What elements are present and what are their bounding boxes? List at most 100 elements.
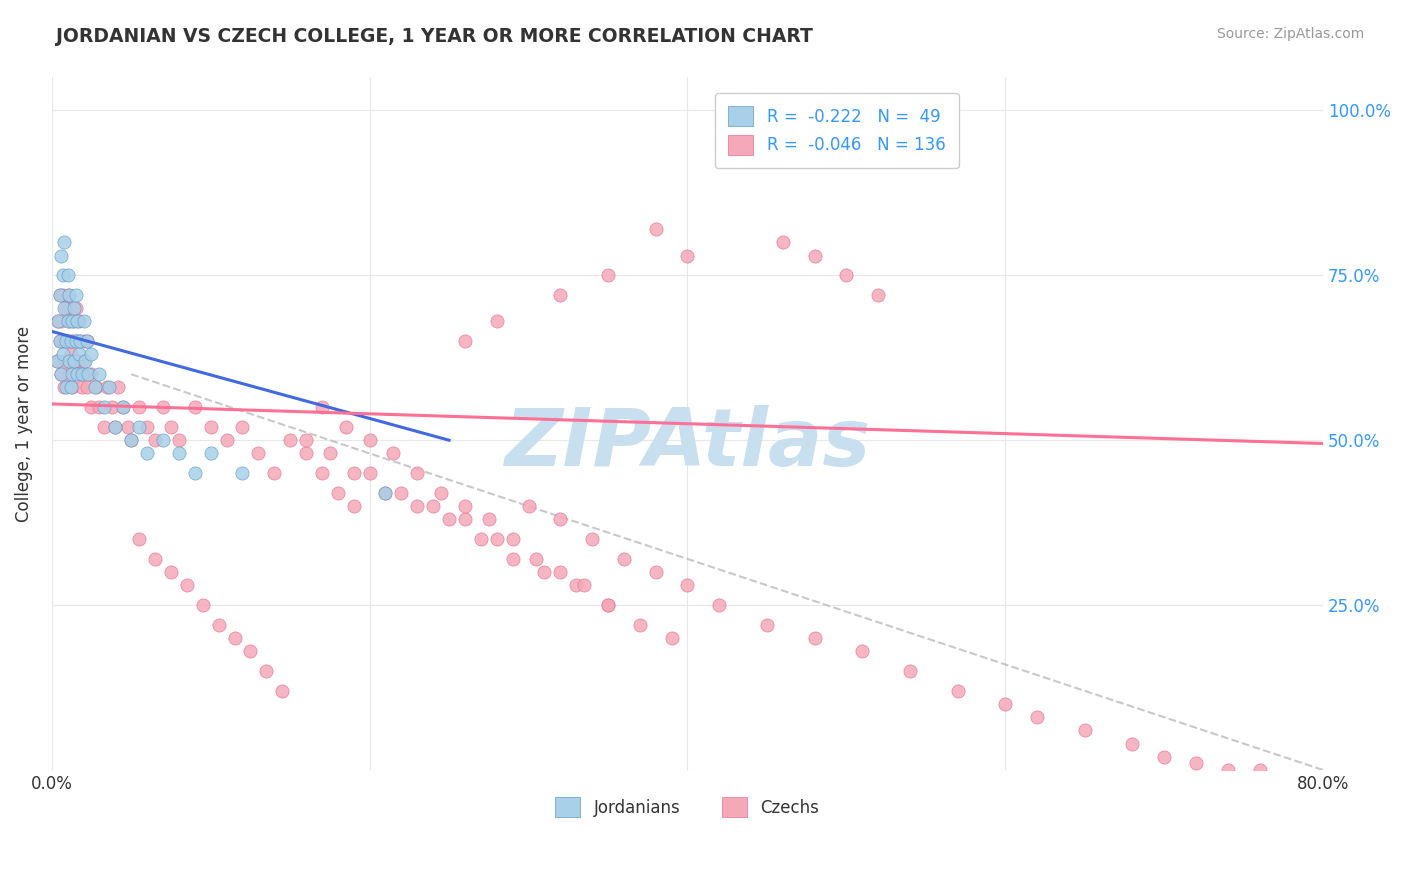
Point: [326, 486, 349, 500]
Point: [994, 697, 1017, 711]
Y-axis label: College, 1 year or more: College, 1 year or more: [15, 326, 32, 522]
Point: [66, 368, 89, 382]
Point: [65, 334, 87, 349]
Text: Source: ZipAtlas.com: Source: ZipAtlas.com: [1216, 27, 1364, 41]
Point: [117, 420, 139, 434]
Point: [772, 235, 794, 250]
Point: [52, 347, 75, 361]
Point: [335, 420, 357, 434]
Point: [136, 446, 159, 460]
Point: [295, 446, 318, 460]
Point: [53, 301, 76, 316]
Point: [56, 268, 79, 283]
Point: [136, 420, 159, 434]
Point: [112, 401, 135, 415]
Point: [755, 618, 778, 632]
Point: [224, 631, 246, 645]
Point: [485, 314, 508, 328]
Point: [851, 644, 873, 658]
Point: [596, 268, 619, 283]
Point: [184, 401, 207, 415]
Point: [176, 578, 198, 592]
Point: [231, 420, 253, 434]
Point: [75, 354, 97, 368]
Point: [89, 401, 111, 415]
Point: [143, 552, 166, 566]
Point: [72, 314, 94, 328]
Point: [167, 446, 190, 460]
Point: [550, 288, 572, 302]
Point: [596, 598, 619, 612]
Point: [84, 380, 107, 394]
Point: [65, 301, 87, 316]
Point: [48, 334, 70, 349]
Point: [374, 486, 396, 500]
Point: [120, 434, 142, 448]
Point: [70, 354, 93, 368]
Point: [67, 347, 90, 361]
Point: [596, 598, 619, 612]
Point: [93, 420, 115, 434]
Point: [485, 532, 508, 546]
Point: [533, 565, 555, 579]
Point: [76, 380, 98, 394]
Point: [107, 380, 129, 394]
Point: [62, 368, 84, 382]
Point: [502, 532, 524, 546]
Point: [343, 466, 366, 480]
Legend: Jordanians, Czechs: Jordanians, Czechs: [548, 790, 827, 824]
Point: [868, 288, 890, 302]
Point: [676, 578, 699, 592]
Point: [69, 334, 91, 349]
Point: [53, 334, 76, 349]
Point: [661, 631, 683, 645]
Point: [1249, 763, 1271, 777]
Point: [104, 420, 127, 434]
Point: [478, 512, 501, 526]
Point: [454, 499, 477, 513]
Point: [55, 334, 77, 349]
Point: [1216, 763, 1239, 777]
Point: [66, 368, 89, 382]
Point: [406, 499, 429, 513]
Point: [406, 466, 429, 480]
Point: [55, 354, 77, 368]
Point: [67, 354, 90, 368]
Point: [58, 288, 80, 302]
Point: [72, 354, 94, 368]
Point: [67, 314, 90, 328]
Point: [128, 532, 150, 546]
Point: [69, 334, 91, 349]
Point: [1153, 749, 1175, 764]
Point: [152, 401, 174, 415]
Point: [160, 565, 183, 579]
Point: [65, 288, 87, 302]
Point: [48, 334, 70, 349]
Point: [70, 368, 93, 382]
Point: [676, 248, 699, 262]
Point: [152, 434, 174, 448]
Point: [343, 499, 366, 513]
Point: [470, 532, 492, 546]
Point: [128, 420, 150, 434]
Point: [359, 466, 381, 480]
Point: [565, 578, 588, 592]
Point: [613, 552, 636, 566]
Point: [437, 512, 460, 526]
Point: [263, 466, 285, 480]
Point: [191, 598, 214, 612]
Point: [66, 314, 89, 328]
Point: [200, 446, 222, 460]
Point: [51, 314, 73, 328]
Point: [63, 301, 86, 316]
Point: [1185, 756, 1208, 771]
Point: [502, 552, 524, 566]
Point: [53, 235, 76, 250]
Point: [454, 512, 477, 526]
Point: [628, 618, 651, 632]
Point: [359, 434, 381, 448]
Text: JORDANIAN VS CZECH COLLEGE, 1 YEAR OR MORE CORRELATION CHART: JORDANIAN VS CZECH COLLEGE, 1 YEAR OR MO…: [56, 27, 813, 45]
Point: [59, 347, 82, 361]
Point: [128, 401, 150, 415]
Point: [45, 354, 67, 368]
